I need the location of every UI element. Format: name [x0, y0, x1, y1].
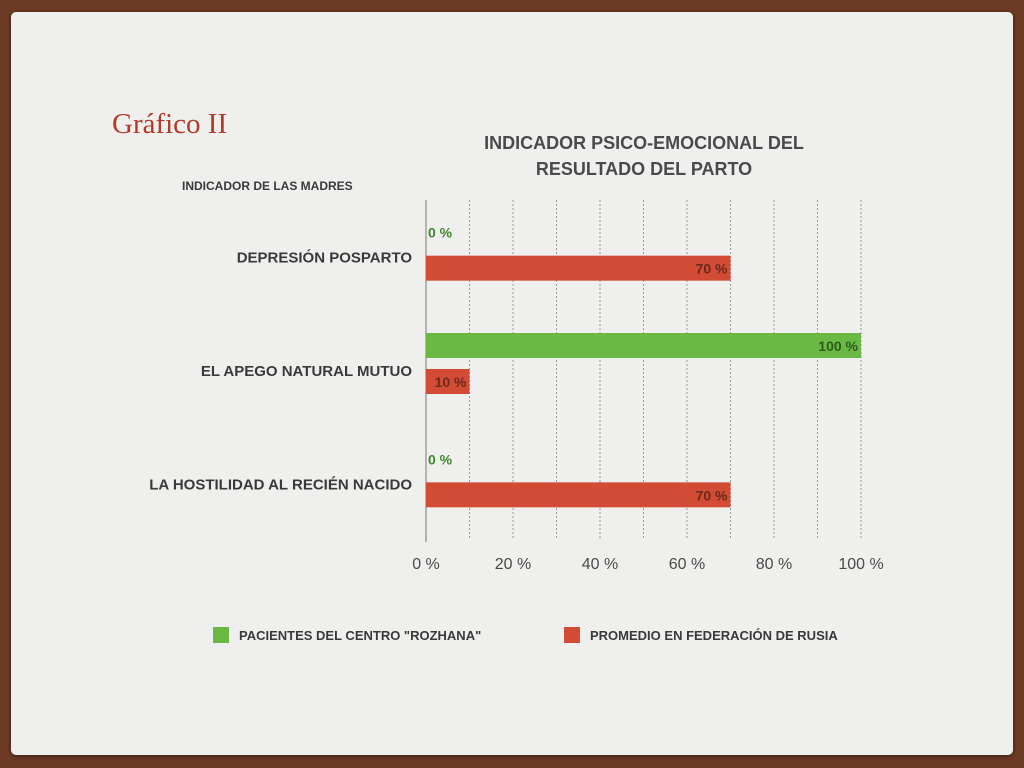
chart-title-line-1: INDICADOR PSICO-EMOCIONAL DEL	[484, 133, 804, 153]
chart-title-line-2: RESULTADO DEL PARTO	[535, 159, 753, 179]
legend-label-rusia: PROMEDIO EN FEDERACIÓN DE RUSIA	[590, 627, 838, 643]
legend-label-rozhana: PACIENTES DEL CENTRO "ROZHANA"	[239, 627, 482, 643]
category-axis-title: INDICADOR DE LAS MADRES	[182, 179, 353, 193]
category-label: DEPRESIÓN POSPARTO	[237, 249, 413, 267]
data-label: 0 %	[428, 225, 453, 241]
slide-title: Gráfico II	[112, 108, 228, 140]
x-tick-label: 0 %	[412, 556, 440, 573]
x-tick-label: 40 %	[582, 556, 618, 573]
bar	[426, 255, 731, 281]
x-tick-label: 60 %	[669, 556, 705, 573]
chart-title: INDICADOR PSICO-EMOCIONAL DEL RESULTADO …	[444, 130, 844, 182]
data-label: 10 %	[435, 374, 467, 390]
data-label: 70 %	[696, 261, 728, 277]
bar	[426, 369, 470, 394]
data-label: 0 %	[428, 451, 453, 467]
data-label: 100 %	[818, 338, 858, 354]
bar	[426, 482, 731, 508]
legend-item-rusia: PROMEDIO EN FEDERACIÓN DE RUSIA	[564, 627, 838, 643]
x-tick-label: 20 %	[495, 556, 531, 573]
legend-swatch-rozhana	[213, 627, 229, 643]
bar	[426, 333, 861, 358]
legend-swatch-rusia	[564, 627, 580, 643]
category-label: EL APEGO NATURAL MUTUO	[201, 363, 412, 380]
category-label: LA HOSTILIDAD AL RECIÉN NACIDO	[149, 476, 412, 493]
x-tick-label: 80 %	[756, 556, 792, 573]
data-label: 70 %	[696, 487, 728, 503]
legend-item-rozhana: PACIENTES DEL CENTRO "ROZHANA"	[213, 627, 481, 643]
slide	[11, 12, 1013, 755]
x-tick-label: 100 %	[838, 556, 883, 573]
